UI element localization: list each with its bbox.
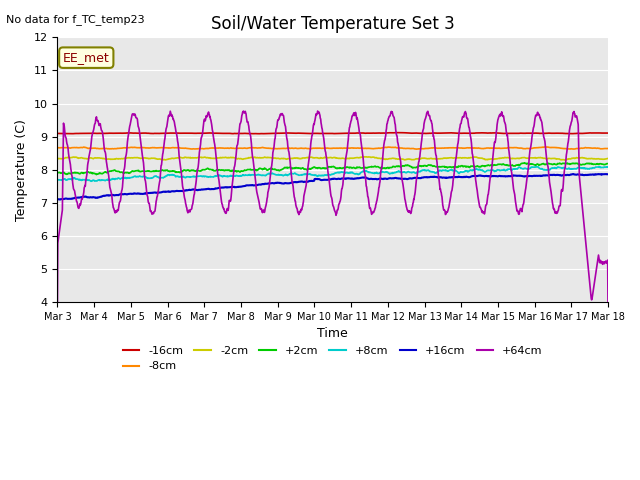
+16cm [419, 175, 426, 180]
+64cm [419, 130, 426, 136]
+16cm [177, 188, 184, 194]
-8cm [54, 145, 61, 151]
+64cm [54, 305, 61, 311]
+8cm [539, 167, 547, 172]
+16cm [604, 171, 612, 177]
Line: -8cm: -8cm [58, 147, 608, 149]
Line: -2cm: -2cm [58, 157, 608, 160]
Line: +64cm: +64cm [58, 111, 608, 318]
+2cm [93, 172, 100, 178]
+8cm [238, 173, 246, 179]
-16cm [395, 130, 403, 135]
-16cm [604, 130, 612, 136]
-2cm [604, 156, 612, 161]
+8cm [595, 164, 603, 169]
-2cm [54, 156, 61, 162]
-2cm [419, 156, 426, 161]
+64cm [239, 108, 247, 114]
+16cm [491, 173, 499, 179]
-8cm [176, 145, 184, 151]
Line: +2cm: +2cm [58, 163, 608, 175]
+64cm [491, 140, 499, 145]
+2cm [604, 161, 612, 167]
-8cm [413, 146, 420, 152]
Legend: -16cm, -8cm, -2cm, +2cm, +8cm, +16cm, +64cm: -16cm, -8cm, -2cm, +2cm, +8cm, +16cm, +6… [118, 341, 547, 376]
+2cm [177, 169, 184, 175]
Y-axis label: Temperature (C): Temperature (C) [15, 119, 28, 221]
-16cm [491, 130, 499, 136]
+64cm [176, 160, 184, 166]
+16cm [539, 173, 547, 179]
Title: Soil/Water Temperature Set 3: Soil/Water Temperature Set 3 [211, 15, 454, 33]
+8cm [491, 168, 499, 174]
-8cm [237, 145, 245, 151]
+16cm [238, 183, 246, 189]
+2cm [419, 163, 426, 169]
-16cm [163, 131, 170, 136]
+8cm [604, 164, 612, 170]
+64cm [163, 125, 170, 131]
+64cm [539, 129, 547, 135]
-8cm [604, 145, 612, 151]
+64cm [237, 116, 245, 121]
-16cm [54, 131, 61, 136]
+64cm [604, 315, 612, 321]
-2cm [176, 155, 184, 160]
+2cm [238, 168, 246, 174]
-8cm [539, 144, 547, 150]
-16cm [237, 131, 245, 136]
Line: +8cm: +8cm [58, 167, 608, 181]
+16cm [163, 189, 171, 194]
+8cm [87, 179, 95, 184]
+2cm [163, 168, 171, 173]
+2cm [54, 170, 61, 176]
X-axis label: Time: Time [317, 327, 348, 340]
-16cm [419, 131, 427, 136]
Line: -16cm: -16cm [58, 132, 608, 134]
Text: EE_met: EE_met [63, 51, 109, 64]
+2cm [540, 161, 547, 167]
+8cm [177, 174, 184, 180]
+16cm [602, 171, 609, 177]
+16cm [56, 197, 64, 203]
+8cm [54, 177, 61, 183]
-16cm [540, 131, 547, 136]
+16cm [54, 196, 61, 202]
+2cm [520, 160, 528, 166]
-8cm [491, 145, 499, 151]
+8cm [163, 173, 171, 179]
-8cm [419, 146, 426, 152]
+8cm [419, 168, 426, 173]
-2cm [163, 156, 170, 162]
-2cm [562, 157, 570, 163]
-8cm [163, 145, 170, 151]
Text: No data for f_TC_temp23: No data for f_TC_temp23 [6, 14, 145, 25]
-8cm [541, 144, 549, 150]
-16cm [176, 131, 184, 136]
+2cm [491, 162, 499, 168]
-2cm [237, 156, 245, 162]
Line: +16cm: +16cm [58, 174, 608, 200]
-2cm [360, 154, 368, 160]
-2cm [539, 156, 547, 161]
-16cm [249, 131, 257, 137]
-2cm [491, 156, 499, 162]
